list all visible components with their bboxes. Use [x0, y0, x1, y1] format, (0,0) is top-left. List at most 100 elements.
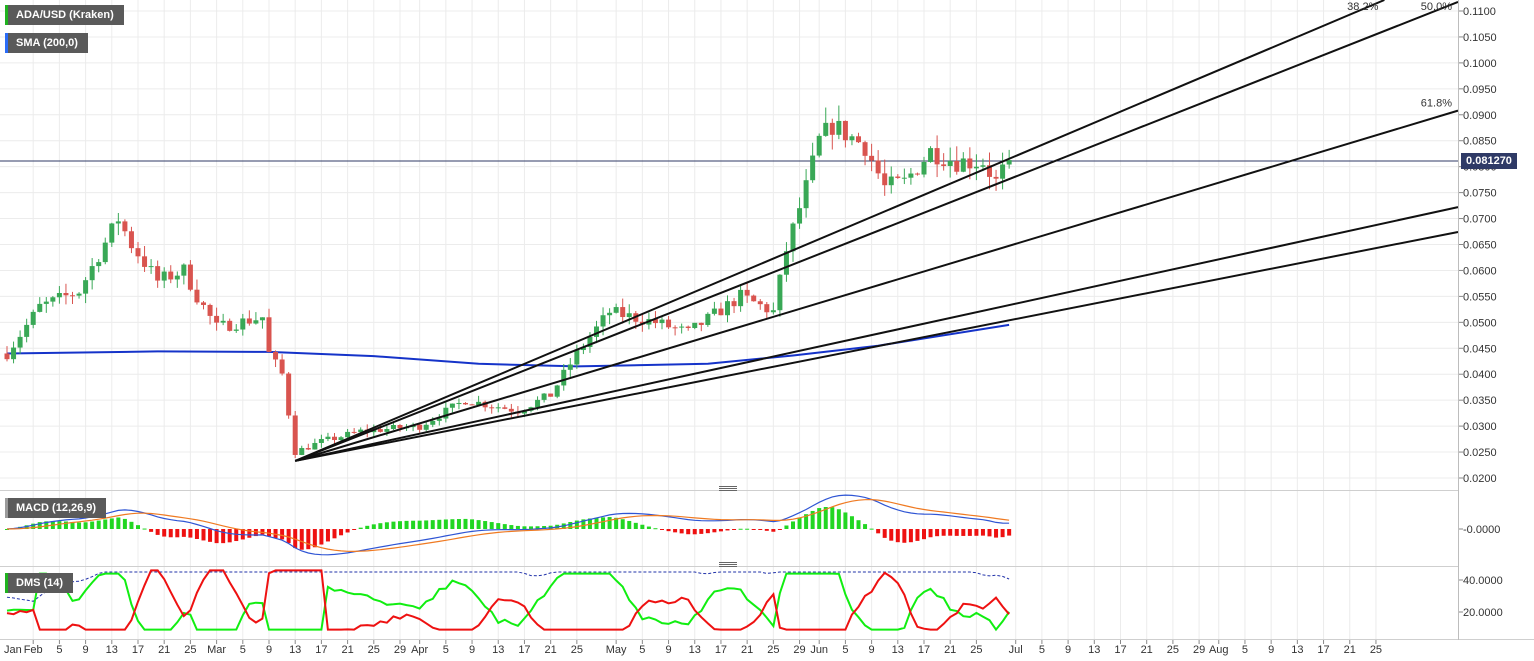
macd-histogram-bar	[869, 528, 874, 530]
candle-up	[947, 160, 953, 166]
sma-legend[interactable]: SMA (200,0)	[5, 33, 88, 53]
x-tick-label: 25	[1370, 644, 1382, 656]
macd-histogram-bar	[90, 521, 95, 529]
macd-histogram-bar	[574, 520, 579, 529]
y-tick-label: 0.0850	[1463, 136, 1497, 148]
candle-down	[63, 292, 69, 296]
macd-histogram-bar	[601, 517, 606, 529]
macd-signal-line	[6, 498, 1010, 553]
macd-histogram-bar	[470, 519, 475, 529]
macd-histogram-bar	[345, 529, 350, 533]
x-tick-label: 9	[266, 644, 272, 656]
macd-histogram-bar	[646, 526, 651, 529]
macd-histogram-bar	[994, 529, 999, 538]
candle-up	[626, 313, 632, 318]
candle-down	[128, 231, 134, 249]
macd-histogram-bar	[358, 527, 363, 529]
x-tick-label: Jan	[4, 644, 22, 656]
macd-histogram-bar	[502, 524, 507, 529]
macd-legend[interactable]: MACD (12,26,9)	[5, 498, 107, 518]
macd-histogram-bar	[489, 522, 494, 529]
candle-down	[332, 436, 337, 441]
macd-histogram-bar	[804, 514, 809, 529]
candle-up	[56, 292, 62, 298]
candle-up	[89, 266, 95, 281]
candle-up	[797, 208, 803, 224]
macd-histogram-bar	[673, 529, 678, 533]
x-tick-label: 21	[741, 644, 753, 656]
macd-histogram-bar	[5, 529, 9, 530]
macd-histogram-bar	[476, 520, 481, 529]
x-tick-label: 21	[1141, 644, 1153, 656]
macd-histogram-bar	[810, 510, 815, 529]
x-tick-label: May	[606, 644, 627, 656]
macd-histogram-bar	[738, 528, 743, 530]
x-tick-label: Jun	[810, 644, 828, 656]
x-tick-label: 5	[443, 644, 449, 656]
candle-down	[764, 304, 770, 313]
candle-down	[266, 317, 272, 352]
y-tick-label: 0.0200	[1463, 473, 1497, 485]
macd-histogram-bar	[168, 529, 173, 538]
macd-histogram-bar	[149, 529, 154, 532]
pair-legend[interactable]: ADA/USD (Kraken)	[5, 5, 124, 25]
dms-legend[interactable]: DMS (14)	[5, 573, 74, 593]
candle-up	[738, 289, 744, 307]
candle-up	[561, 369, 567, 386]
candlesticks	[4, 105, 1012, 459]
candle-down	[305, 448, 311, 450]
candle-up	[148, 266, 154, 268]
macd-histogram-bar	[437, 519, 442, 529]
candle-up	[535, 399, 541, 408]
candle-up	[580, 346, 586, 351]
macd-histogram-bar	[214, 529, 219, 544]
pane-resize-handle-2[interactable]	[718, 561, 738, 569]
candle-up	[109, 223, 115, 243]
x-tick-label: 25	[368, 644, 380, 656]
macd-histogram-bar	[253, 529, 258, 537]
macd-histogram-bar	[234, 529, 239, 542]
candle-up	[521, 410, 527, 414]
macd-histogram-bar	[666, 529, 671, 532]
macd-histogram-bar	[699, 529, 704, 534]
candle-up	[554, 385, 560, 397]
gann-fan-line	[295, 230, 1459, 462]
macd-histogram-bar	[751, 529, 756, 530]
macd-histogram-bar	[830, 507, 835, 529]
candle-up	[325, 436, 331, 439]
macd-histogram-bar	[463, 518, 468, 529]
candle-up	[11, 347, 17, 360]
x-tick-label: 17	[1114, 644, 1126, 656]
x-tick-label: 5	[842, 644, 848, 656]
minus-di-line	[6, 569, 1010, 631]
x-tick-label: 13	[289, 644, 301, 656]
macd-histogram-bar	[339, 529, 344, 536]
macd-histogram-bar	[948, 529, 953, 536]
candle-down	[155, 266, 161, 281]
x-tick-label: 25	[1167, 644, 1179, 656]
macd-histogram-bar	[384, 522, 389, 529]
candle-up	[928, 148, 934, 162]
macd-histogram-bar	[895, 529, 900, 543]
candle-up	[692, 322, 698, 329]
candle-down	[895, 176, 901, 178]
macd-tick-label: -0.0000	[1463, 524, 1500, 536]
candle-up	[600, 315, 606, 327]
macd-histogram-bar	[581, 519, 586, 529]
x-tick-label: 29	[1193, 644, 1205, 656]
macd-histogram-bar	[456, 519, 461, 529]
macd-histogram-bar	[286, 529, 291, 544]
gann-fan-lines: 38.2% 50.0% 61.8%	[294, 0, 1459, 462]
pane-resize-handle-1[interactable]	[718, 485, 738, 493]
candle-down	[620, 307, 626, 318]
macd-histogram-bar	[941, 529, 946, 536]
candle-down	[882, 173, 888, 186]
candle-up	[594, 326, 599, 337]
candle-down	[377, 429, 383, 432]
candle-down	[652, 319, 658, 324]
candle-down	[862, 142, 868, 156]
macd-histogram-bar	[686, 529, 691, 535]
macd-histogram-bar	[260, 529, 265, 535]
x-tick-label: 9	[665, 644, 671, 656]
macd-histogram-bar	[712, 529, 717, 533]
